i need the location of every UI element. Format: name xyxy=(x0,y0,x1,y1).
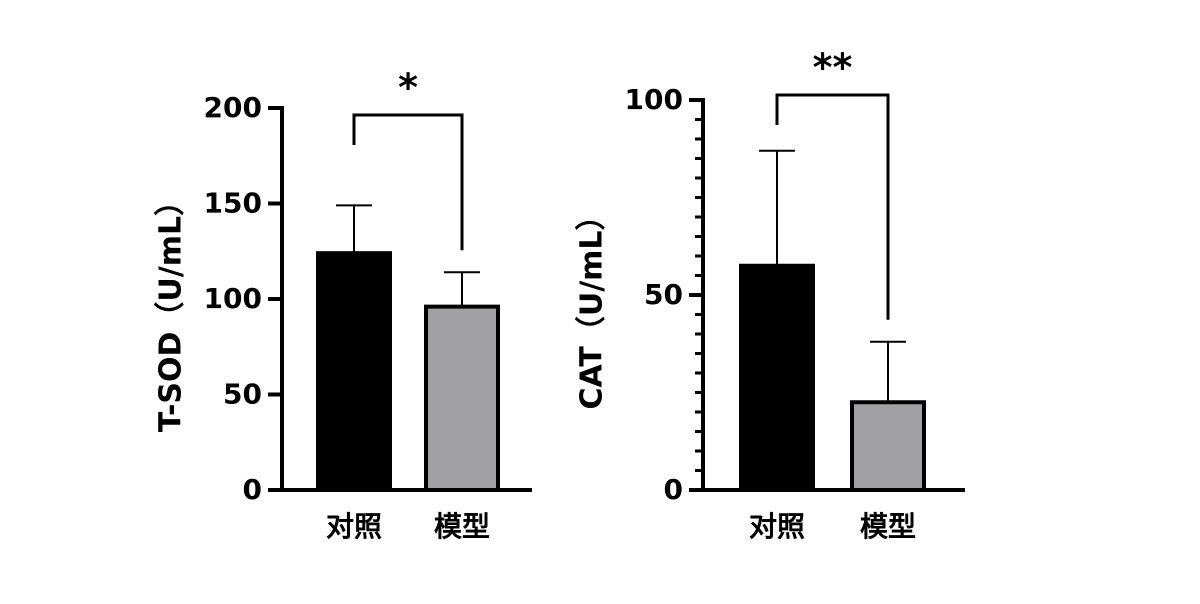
significance-label: * xyxy=(398,66,418,110)
bar xyxy=(850,400,926,492)
x-tick-label: 模型 xyxy=(860,510,916,543)
y-axis-label: T-SOD（U/mL） xyxy=(154,186,189,432)
y-tick-label: 0 xyxy=(664,473,683,506)
y-tick-label: 0 xyxy=(243,473,262,506)
y-tick-label: 50 xyxy=(644,278,683,311)
bar xyxy=(316,251,392,492)
significance-bracket xyxy=(352,113,464,251)
bar xyxy=(739,263,815,492)
x-tick-label: 对照 xyxy=(749,510,805,543)
x-tick-label: 模型 xyxy=(434,510,490,543)
y-tick-label: 50 xyxy=(223,378,262,411)
y-tick-label: 200 xyxy=(204,91,262,124)
bar xyxy=(424,304,500,493)
significance-bracket xyxy=(775,93,890,320)
y-tick-label: 100 xyxy=(625,83,683,116)
y-axis-label: CAT（U/mL） xyxy=(575,200,610,409)
x-tick-label: 对照 xyxy=(326,510,382,543)
y-tick-label: 100 xyxy=(204,282,262,315)
y-tick-label: 150 xyxy=(204,187,262,220)
significance-label: ** xyxy=(813,46,853,90)
